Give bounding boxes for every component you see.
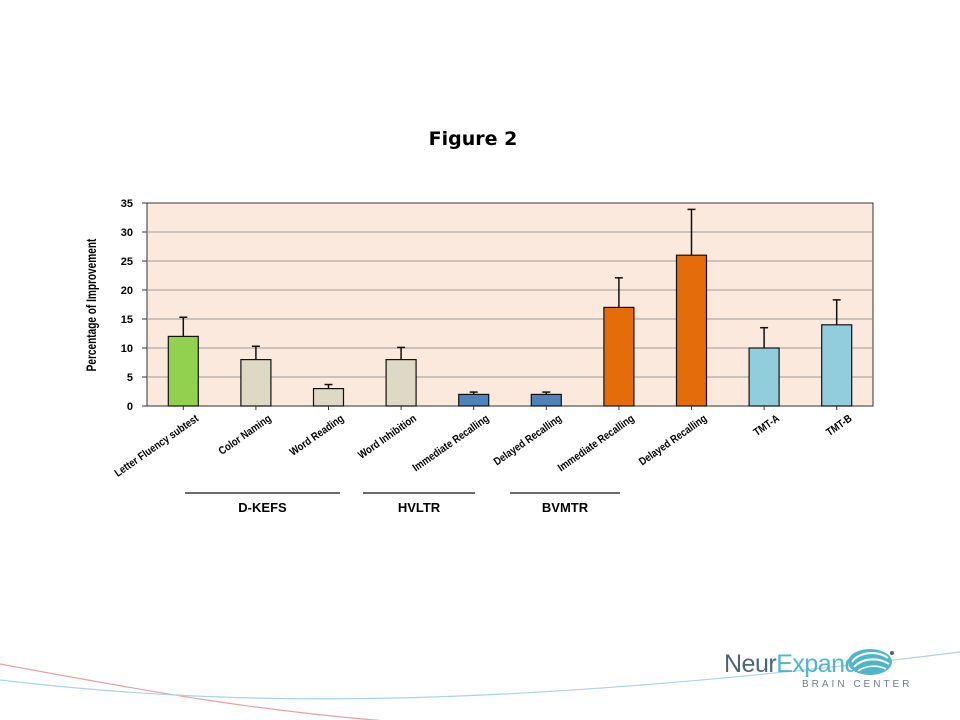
bar (240, 359, 272, 407)
bar (748, 347, 780, 407)
decorative-swoosh-red (0, 663, 382, 720)
group-label: D-KEFS (238, 500, 287, 515)
y-tick-label: 0 (127, 401, 133, 413)
x-tick-label: Immediate Recalling (411, 413, 492, 474)
bar (167, 335, 199, 407)
x-tick-label: Letter Fluency subtest (113, 413, 202, 480)
group-label: HVLTR (398, 500, 441, 515)
y-tick-label: 15 (121, 314, 133, 326)
y-tick-label: 25 (121, 256, 133, 268)
x-tick-label: TMT-A (752, 413, 783, 439)
x-tick-label: Word Inhibition (356, 413, 419, 462)
bar (821, 324, 853, 407)
logo-name-part1: Neur (724, 650, 777, 678)
y-axis-title: Percentage of Improvement (83, 239, 99, 372)
x-tick-label: Immediate Recalling (556, 413, 637, 474)
neurexpand-logo: NeurExpand BRAIN CENTER (724, 644, 909, 694)
x-tick-label: Delayed Recalling (492, 413, 564, 469)
x-tick-label: TMT-B (824, 413, 854, 439)
logo-name-part2: Expand (776, 650, 858, 678)
y-tick-label: 20 (121, 285, 133, 297)
decorative-swoosh-blue (0, 651, 960, 700)
logo-tagline: BRAIN CENTER (802, 679, 913, 690)
x-tick-label: Color Naming (217, 413, 274, 458)
x-tick-label: Word Reading (288, 413, 346, 459)
brain-icon (848, 649, 894, 675)
group-label: BVMTR (542, 500, 589, 515)
bar (530, 393, 562, 407)
bar (312, 388, 345, 407)
bar (603, 306, 635, 407)
bar-chart: 0 5 10 15 20 25 30 35 Percentage of Improvement L… (83, 198, 874, 515)
slide-title: Figure 2 (428, 128, 518, 150)
y-tick-label: 30 (121, 227, 133, 239)
y-tick-label: 5 (127, 372, 133, 384)
x-tick-label: Delayed Recalling (637, 413, 709, 469)
y-tick-label: 35 (121, 198, 133, 210)
y-tick-label: 10 (121, 343, 133, 355)
logo-wordmark: NeurExpand (724, 650, 858, 679)
bar (385, 359, 417, 407)
bar (675, 254, 708, 407)
bar (458, 393, 490, 407)
